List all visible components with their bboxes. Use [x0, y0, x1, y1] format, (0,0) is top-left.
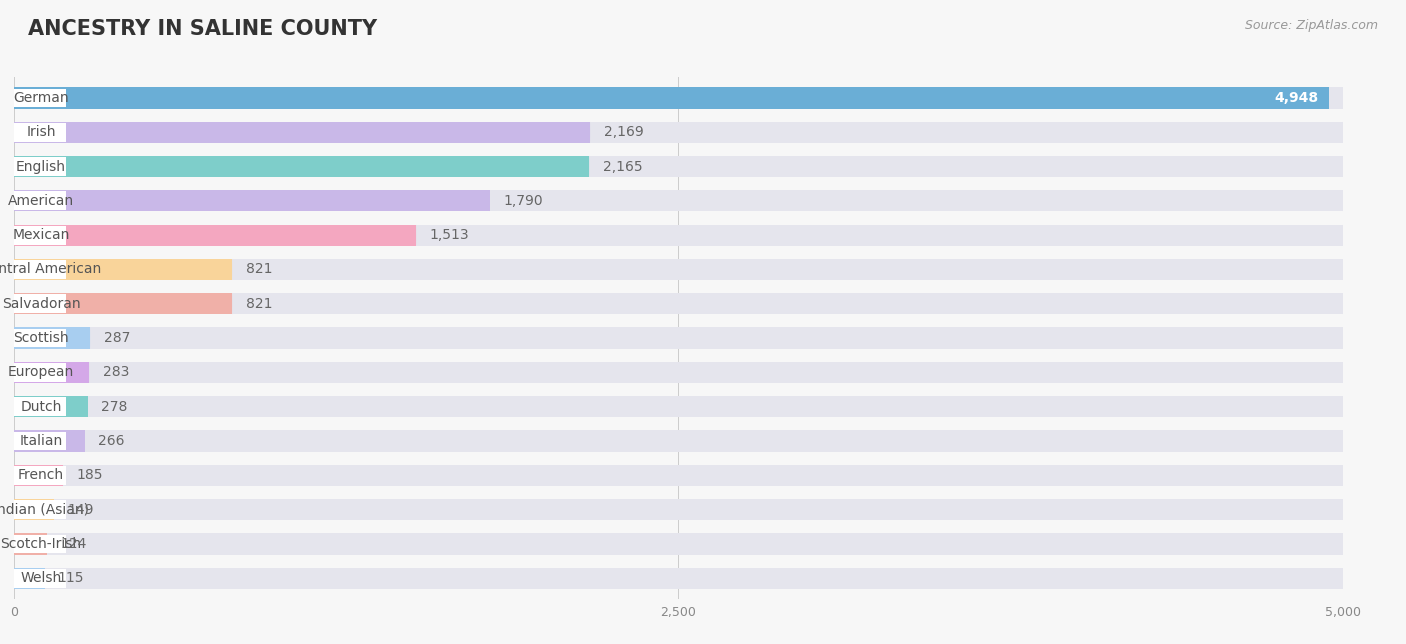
Text: 2,169: 2,169	[603, 125, 644, 139]
Text: 266: 266	[98, 434, 125, 448]
Text: Source: ZipAtlas.com: Source: ZipAtlas.com	[1244, 19, 1378, 32]
Text: Scotch-Irish: Scotch-Irish	[0, 537, 82, 551]
Bar	[14, 259, 1343, 280]
Text: 2,165: 2,165	[603, 160, 643, 173]
Bar	[14, 156, 589, 177]
Text: German: German	[13, 91, 69, 105]
Bar	[14, 260, 66, 279]
Text: Irish: Irish	[27, 125, 56, 139]
Text: 4,948: 4,948	[1274, 91, 1319, 105]
Text: 185: 185	[76, 468, 103, 482]
Text: ANCESTRY IN SALINE COUNTY: ANCESTRY IN SALINE COUNTY	[28, 19, 377, 39]
Bar	[14, 569, 66, 588]
Bar	[14, 123, 66, 142]
Text: Salvadoran: Salvadoran	[1, 297, 80, 311]
Text: Italian: Italian	[20, 434, 63, 448]
Text: American: American	[8, 194, 75, 208]
Bar	[14, 293, 232, 314]
Text: French: French	[18, 468, 65, 482]
Bar	[14, 397, 66, 416]
Bar	[14, 430, 1343, 451]
Bar	[14, 499, 1343, 520]
Bar	[14, 568, 45, 589]
Bar	[14, 225, 1343, 246]
Bar	[14, 535, 66, 553]
Bar	[14, 328, 66, 348]
Text: Welsh: Welsh	[20, 571, 62, 585]
Bar	[14, 327, 1343, 349]
Bar	[14, 191, 66, 210]
Bar	[14, 533, 1343, 554]
Text: 124: 124	[60, 537, 87, 551]
Bar	[14, 499, 53, 520]
Bar	[14, 225, 416, 246]
Bar	[14, 294, 66, 313]
Text: 1,513: 1,513	[429, 228, 470, 242]
Text: 287: 287	[104, 331, 129, 345]
Text: European: European	[8, 365, 75, 379]
Bar	[14, 568, 1343, 589]
Bar	[14, 363, 66, 382]
Bar	[14, 430, 84, 451]
Bar	[14, 465, 63, 486]
Text: 283: 283	[103, 365, 129, 379]
Text: 278: 278	[101, 400, 128, 413]
Bar	[14, 431, 66, 450]
Bar	[14, 396, 87, 417]
Bar	[14, 533, 46, 554]
Bar	[14, 396, 1343, 417]
Bar	[14, 327, 90, 349]
Text: 821: 821	[246, 297, 271, 311]
Bar	[14, 190, 489, 211]
Bar	[14, 259, 232, 280]
Text: Indian (Asian): Indian (Asian)	[0, 503, 89, 516]
Bar	[14, 190, 1343, 211]
Bar	[14, 362, 1343, 383]
Bar	[14, 500, 66, 519]
Bar	[14, 87, 1329, 108]
Bar	[14, 226, 66, 245]
Bar	[14, 87, 1343, 108]
Text: 115: 115	[58, 571, 84, 585]
Text: Central American: Central American	[0, 263, 101, 276]
Bar	[14, 122, 591, 143]
Text: Scottish: Scottish	[13, 331, 69, 345]
Bar	[14, 465, 1343, 486]
Text: 1,790: 1,790	[503, 194, 543, 208]
Text: 149: 149	[67, 503, 93, 516]
Bar	[14, 156, 1343, 177]
Bar	[14, 362, 89, 383]
Bar	[14, 122, 1343, 143]
Bar	[14, 88, 66, 108]
Text: Mexican: Mexican	[13, 228, 70, 242]
Text: Dutch: Dutch	[20, 400, 62, 413]
Bar	[14, 293, 1343, 314]
Text: English: English	[15, 160, 66, 173]
Bar	[14, 466, 66, 485]
Text: 821: 821	[246, 263, 271, 276]
Bar	[14, 157, 66, 176]
